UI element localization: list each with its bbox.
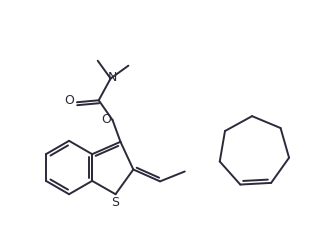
Text: N: N bbox=[108, 71, 117, 84]
Text: O: O bbox=[102, 112, 111, 126]
Text: S: S bbox=[111, 196, 120, 209]
Text: O: O bbox=[64, 94, 74, 107]
